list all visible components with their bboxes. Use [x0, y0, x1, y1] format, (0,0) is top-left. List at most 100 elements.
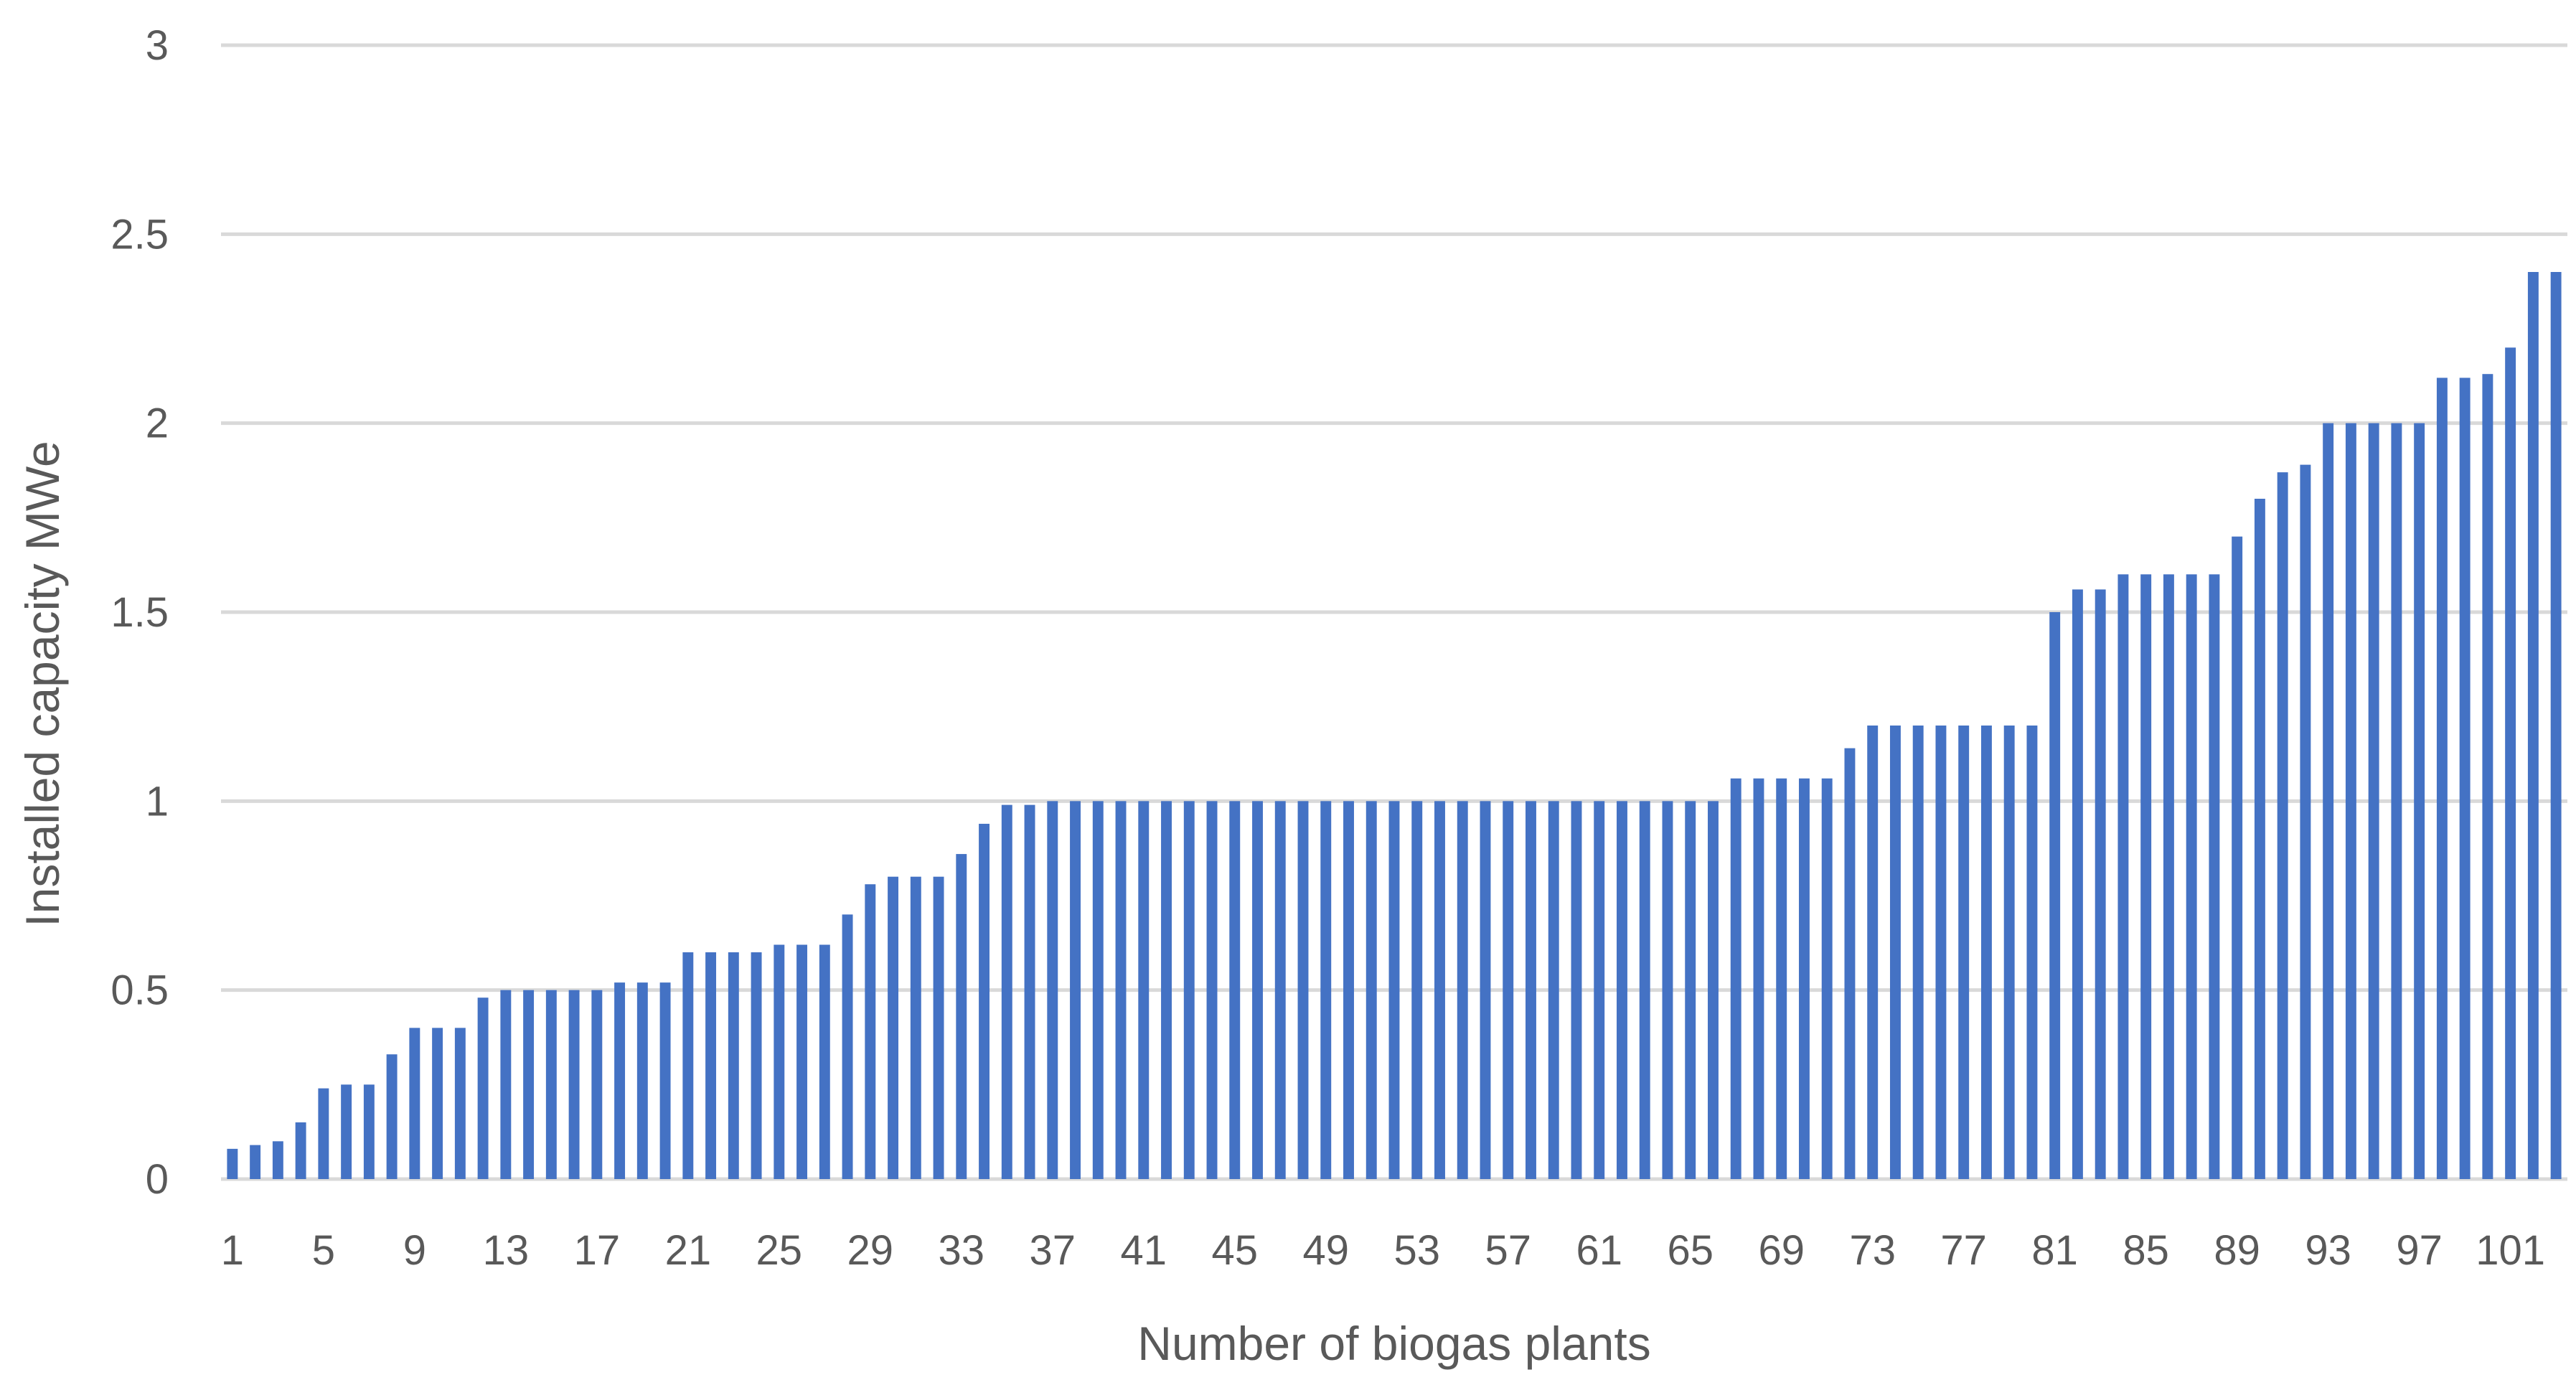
bar: [1639, 801, 1650, 1179]
x-tick-label: 69: [1758, 1227, 1805, 1274]
bar: [1798, 778, 1810, 1179]
bar: [2505, 347, 2516, 1179]
bar: [682, 952, 694, 1179]
bar: [250, 1145, 261, 1179]
bar: [2186, 574, 2197, 1179]
x-tick-label: 101: [2476, 1227, 2545, 1274]
bar: [454, 1028, 466, 1179]
bar: [1183, 801, 1195, 1179]
bar: [1503, 801, 1514, 1179]
bar: [341, 1084, 352, 1179]
x-tick-label: 29: [847, 1227, 894, 1274]
bar: [2003, 726, 2015, 1179]
bar: [500, 990, 512, 1179]
x-tick-label: 93: [2305, 1227, 2351, 1274]
bar: [591, 990, 603, 1179]
x-tick-label: 41: [1121, 1227, 1167, 1274]
bar: [2072, 589, 2083, 1179]
bar: [933, 876, 944, 1179]
x-tick-label: 89: [2214, 1227, 2260, 1274]
bar: [1365, 801, 1377, 1179]
bar: [1844, 748, 1856, 1179]
bar: [2368, 423, 2379, 1179]
bar: [1138, 801, 1150, 1179]
bar: [409, 1028, 420, 1179]
bar: [295, 1122, 306, 1179]
bar: [1662, 801, 1673, 1179]
x-tick-label: 81: [2031, 1227, 2078, 1274]
bar: [1685, 801, 1696, 1179]
bar: [1571, 801, 1582, 1179]
y-tick-label: 3: [146, 22, 169, 69]
bar: [1617, 801, 1627, 1179]
bar: [1889, 726, 1901, 1179]
bar: [1867, 726, 1879, 1179]
bar: [227, 1148, 238, 1179]
x-tick-label: 97: [2396, 1227, 2443, 1274]
bar: [842, 914, 853, 1179]
bar: [363, 1084, 375, 1179]
y-tick-label: 0: [146, 1156, 169, 1203]
bar: [1776, 778, 1787, 1179]
x-tick-label: 37: [1030, 1227, 1076, 1274]
bar: [2300, 464, 2311, 1179]
bar: [568, 990, 580, 1179]
bar: [910, 876, 921, 1179]
bar: [272, 1141, 283, 1179]
x-tick-label: 1: [221, 1227, 244, 1274]
x-tick-label: 17: [574, 1227, 621, 1274]
bar: [1206, 801, 1218, 1179]
bar: [2209, 574, 2220, 1179]
bar: [1457, 801, 1468, 1179]
x-tick-label: 57: [1485, 1227, 1531, 1274]
bar: [1548, 801, 1559, 1179]
bar: [2232, 536, 2243, 1179]
x-tick-label: 77: [1940, 1227, 1987, 1274]
bar: [1821, 778, 1833, 1179]
x-tick-label: 45: [1212, 1227, 1259, 1274]
bar: [1980, 726, 1992, 1179]
y-tick-label: 2: [146, 400, 169, 447]
bar: [1912, 726, 1924, 1179]
y-tick-label: 2.5: [111, 211, 169, 258]
x-tick-label: 85: [2123, 1227, 2169, 1274]
x-tick-labels: 1 5 9 13 17 21 25 29 33 37 41 45 49 53 57 61 65 69 73 77 81 8…: [221, 1227, 2545, 1274]
y-tick-labels: 0 0.5 1 1.5 2 2.5 3: [111, 22, 169, 1203]
bar: [318, 1088, 329, 1179]
bar: [1388, 801, 1400, 1179]
bars: [227, 272, 2562, 1180]
bar: [705, 952, 717, 1179]
bar: [2026, 726, 2038, 1179]
bar: [1115, 801, 1127, 1179]
bar: [1274, 801, 1286, 1179]
bar: [2117, 574, 2129, 1179]
bar: [2163, 574, 2174, 1179]
y-axis-title: Installed capacity MWe: [16, 441, 69, 926]
x-tick-label: 73: [1849, 1227, 1896, 1274]
bar: [1343, 801, 1354, 1179]
x-tick-label: 65: [1667, 1227, 1714, 1274]
bar: [2277, 472, 2288, 1179]
bar: [2140, 574, 2152, 1179]
x-tick-label: 13: [483, 1227, 530, 1274]
x-tick-label: 25: [756, 1227, 803, 1274]
y-tick-label: 1.5: [111, 589, 169, 636]
x-tick-label: 33: [939, 1227, 985, 1274]
bar: [2323, 423, 2334, 1179]
x-tick-label: 61: [1576, 1227, 1622, 1274]
bar: [1252, 801, 1263, 1179]
bar: [1070, 801, 1081, 1179]
x-tick-label: 21: [665, 1227, 712, 1274]
bar: [1958, 726, 1970, 1179]
x-axis-title: Number of biogas plants: [1137, 1317, 1650, 1370]
bar: [1526, 801, 1536, 1179]
bar: [1297, 801, 1309, 1179]
bar: [2049, 612, 2061, 1179]
bar: [386, 1054, 398, 1179]
y-tick-label: 1: [146, 778, 169, 825]
bar: [1411, 801, 1423, 1179]
bar: [751, 952, 762, 1179]
bar: [1730, 778, 1741, 1179]
x-tick-label: 5: [312, 1227, 335, 1274]
